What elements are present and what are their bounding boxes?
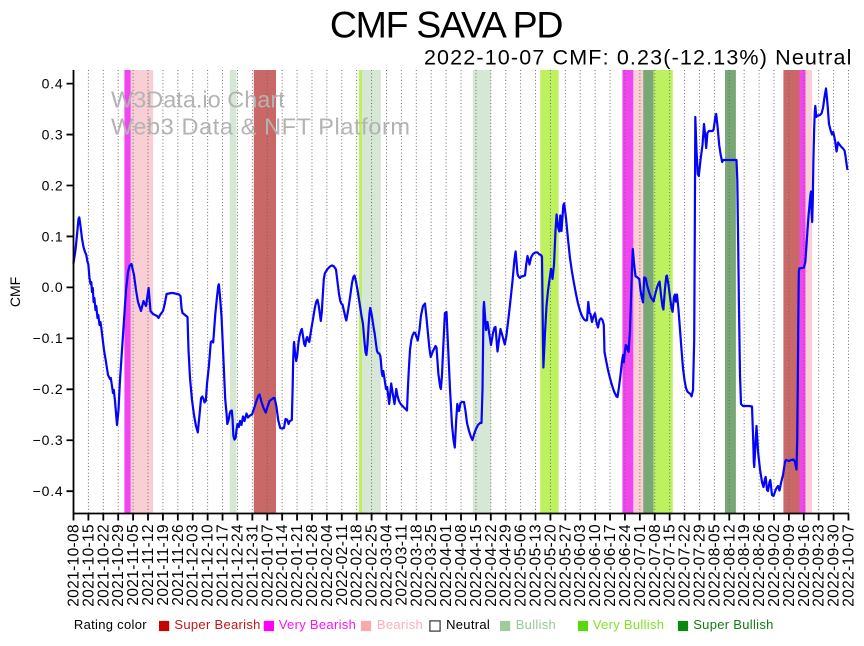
svg-text:2021-12-03: 2021-12-03 xyxy=(185,524,202,607)
svg-text:−0.4: −0.4 xyxy=(33,483,64,499)
svg-text:2021-11-26: 2021-11-26 xyxy=(170,524,187,606)
svg-text:2022-04-22: 2022-04-22 xyxy=(483,524,500,607)
svg-text:2022-05-13: 2022-05-13 xyxy=(528,524,545,607)
svg-text:Neutral: Neutral xyxy=(446,617,490,632)
svg-text:2022-07-01: 2022-07-01 xyxy=(632,524,649,607)
svg-text:2022-04-29: 2022-04-29 xyxy=(498,524,515,607)
svg-text:2022-01-07: 2022-01-07 xyxy=(259,524,276,607)
svg-text:2021-10-15: 2021-10-15 xyxy=(80,524,97,607)
svg-text:2022-07-29: 2022-07-29 xyxy=(691,524,708,607)
svg-text:2022-03-18: 2022-03-18 xyxy=(408,524,425,607)
svg-text:2022-06-24: 2022-06-24 xyxy=(617,524,634,607)
svg-text:2022-08-12: 2022-08-12 xyxy=(721,524,738,607)
svg-text:2021-11-12: 2021-11-12 xyxy=(140,524,157,606)
svg-text:2021-12-17: 2021-12-17 xyxy=(215,524,232,607)
svg-text:0.4: 0.4 xyxy=(42,75,64,91)
svg-text:2022-02-25: 2022-02-25 xyxy=(364,524,381,607)
svg-text:2022-07-08: 2022-07-08 xyxy=(647,524,664,607)
svg-text:2022-09-16: 2022-09-16 xyxy=(796,524,813,607)
svg-text:2022-04-08: 2022-04-08 xyxy=(453,524,470,607)
svg-text:2022-06-10: 2022-06-10 xyxy=(587,524,604,607)
svg-text:2022-08-26: 2022-08-26 xyxy=(751,524,768,607)
svg-text:0.0: 0.0 xyxy=(42,279,64,295)
svg-text:2022-01-14: 2022-01-14 xyxy=(274,524,291,607)
svg-text:2021-11-05: 2021-11-05 xyxy=(125,524,142,606)
svg-text:0.2: 0.2 xyxy=(42,177,64,193)
svg-text:2022-10-07 CMF: 0.23(-12.13%): 2022-10-07 CMF: 0.23(-12.13%) Neutral xyxy=(424,46,853,70)
svg-text:0.3: 0.3 xyxy=(42,126,64,142)
svg-text:Web3 Data & NFT Platform: Web3 Data & NFT Platform xyxy=(111,113,411,139)
svg-text:2022-01-21: 2022-01-21 xyxy=(289,524,306,607)
svg-text:2022-02-11: 2022-02-11 xyxy=(334,524,351,606)
svg-text:2021-10-22: 2021-10-22 xyxy=(95,524,112,607)
svg-text:−0.1: −0.1 xyxy=(33,330,64,346)
svg-text:2022-07-15: 2022-07-15 xyxy=(662,524,679,607)
svg-text:Super Bullish: Super Bullish xyxy=(693,617,774,632)
svg-text:0.1: 0.1 xyxy=(42,228,64,244)
svg-text:2022-09-02: 2022-09-02 xyxy=(766,524,783,607)
svg-text:W3Data.io Chart: W3Data.io Chart xyxy=(111,87,285,113)
svg-text:Bullish: Bullish xyxy=(516,617,556,632)
svg-text:2022-09-23: 2022-09-23 xyxy=(811,524,828,607)
svg-text:2021-11-19: 2021-11-19 xyxy=(155,524,172,606)
svg-text:2022-09-09: 2022-09-09 xyxy=(781,524,798,607)
svg-text:−0.2: −0.2 xyxy=(33,381,64,397)
svg-text:Super Bearish: Super Bearish xyxy=(174,617,260,632)
svg-text:2022-03-11: 2022-03-11 xyxy=(393,524,410,606)
svg-text:CMF SAVA PD: CMF SAVA PD xyxy=(330,4,562,46)
svg-text:2021-10-29: 2021-10-29 xyxy=(110,524,127,607)
svg-text:2022-03-25: 2022-03-25 xyxy=(423,524,440,607)
svg-text:CMF: CMF xyxy=(7,277,23,307)
svg-text:2022-04-01: 2022-04-01 xyxy=(438,524,455,607)
svg-text:2022-06-03: 2022-06-03 xyxy=(572,524,589,607)
svg-text:2022-05-20: 2022-05-20 xyxy=(542,524,559,607)
svg-text:2021-12-31: 2021-12-31 xyxy=(244,524,261,607)
svg-text:−0.3: −0.3 xyxy=(33,432,64,448)
svg-text:Very Bearish: Very Bearish xyxy=(279,617,356,632)
svg-text:2021-12-24: 2021-12-24 xyxy=(229,524,246,607)
svg-text:2022-01-28: 2022-01-28 xyxy=(304,524,321,607)
svg-text:2021-12-10: 2021-12-10 xyxy=(200,524,217,607)
svg-text:2022-02-04: 2022-02-04 xyxy=(319,524,336,607)
svg-text:2021-10-08: 2021-10-08 xyxy=(66,524,83,607)
svg-text:2022-10-07: 2022-10-07 xyxy=(841,524,858,607)
svg-text:2022-06-17: 2022-06-17 xyxy=(602,524,619,607)
svg-text:2022-05-06: 2022-05-06 xyxy=(513,524,530,607)
svg-text:Rating color: Rating color xyxy=(74,617,147,632)
svg-text:2022-03-04: 2022-03-04 xyxy=(378,524,395,607)
svg-text:2022-02-18: 2022-02-18 xyxy=(349,524,366,607)
svg-text:2022-04-15: 2022-04-15 xyxy=(468,524,485,607)
svg-text:Very Bullish: Very Bullish xyxy=(593,617,665,632)
svg-text:2022-09-30: 2022-09-30 xyxy=(826,524,843,607)
svg-text:2022-08-19: 2022-08-19 xyxy=(736,524,753,607)
svg-text:2022-07-22: 2022-07-22 xyxy=(677,524,694,607)
svg-text:Bearish: Bearish xyxy=(377,617,423,632)
svg-text:2022-05-27: 2022-05-27 xyxy=(557,524,574,607)
svg-text:2022-08-05: 2022-08-05 xyxy=(706,524,723,607)
